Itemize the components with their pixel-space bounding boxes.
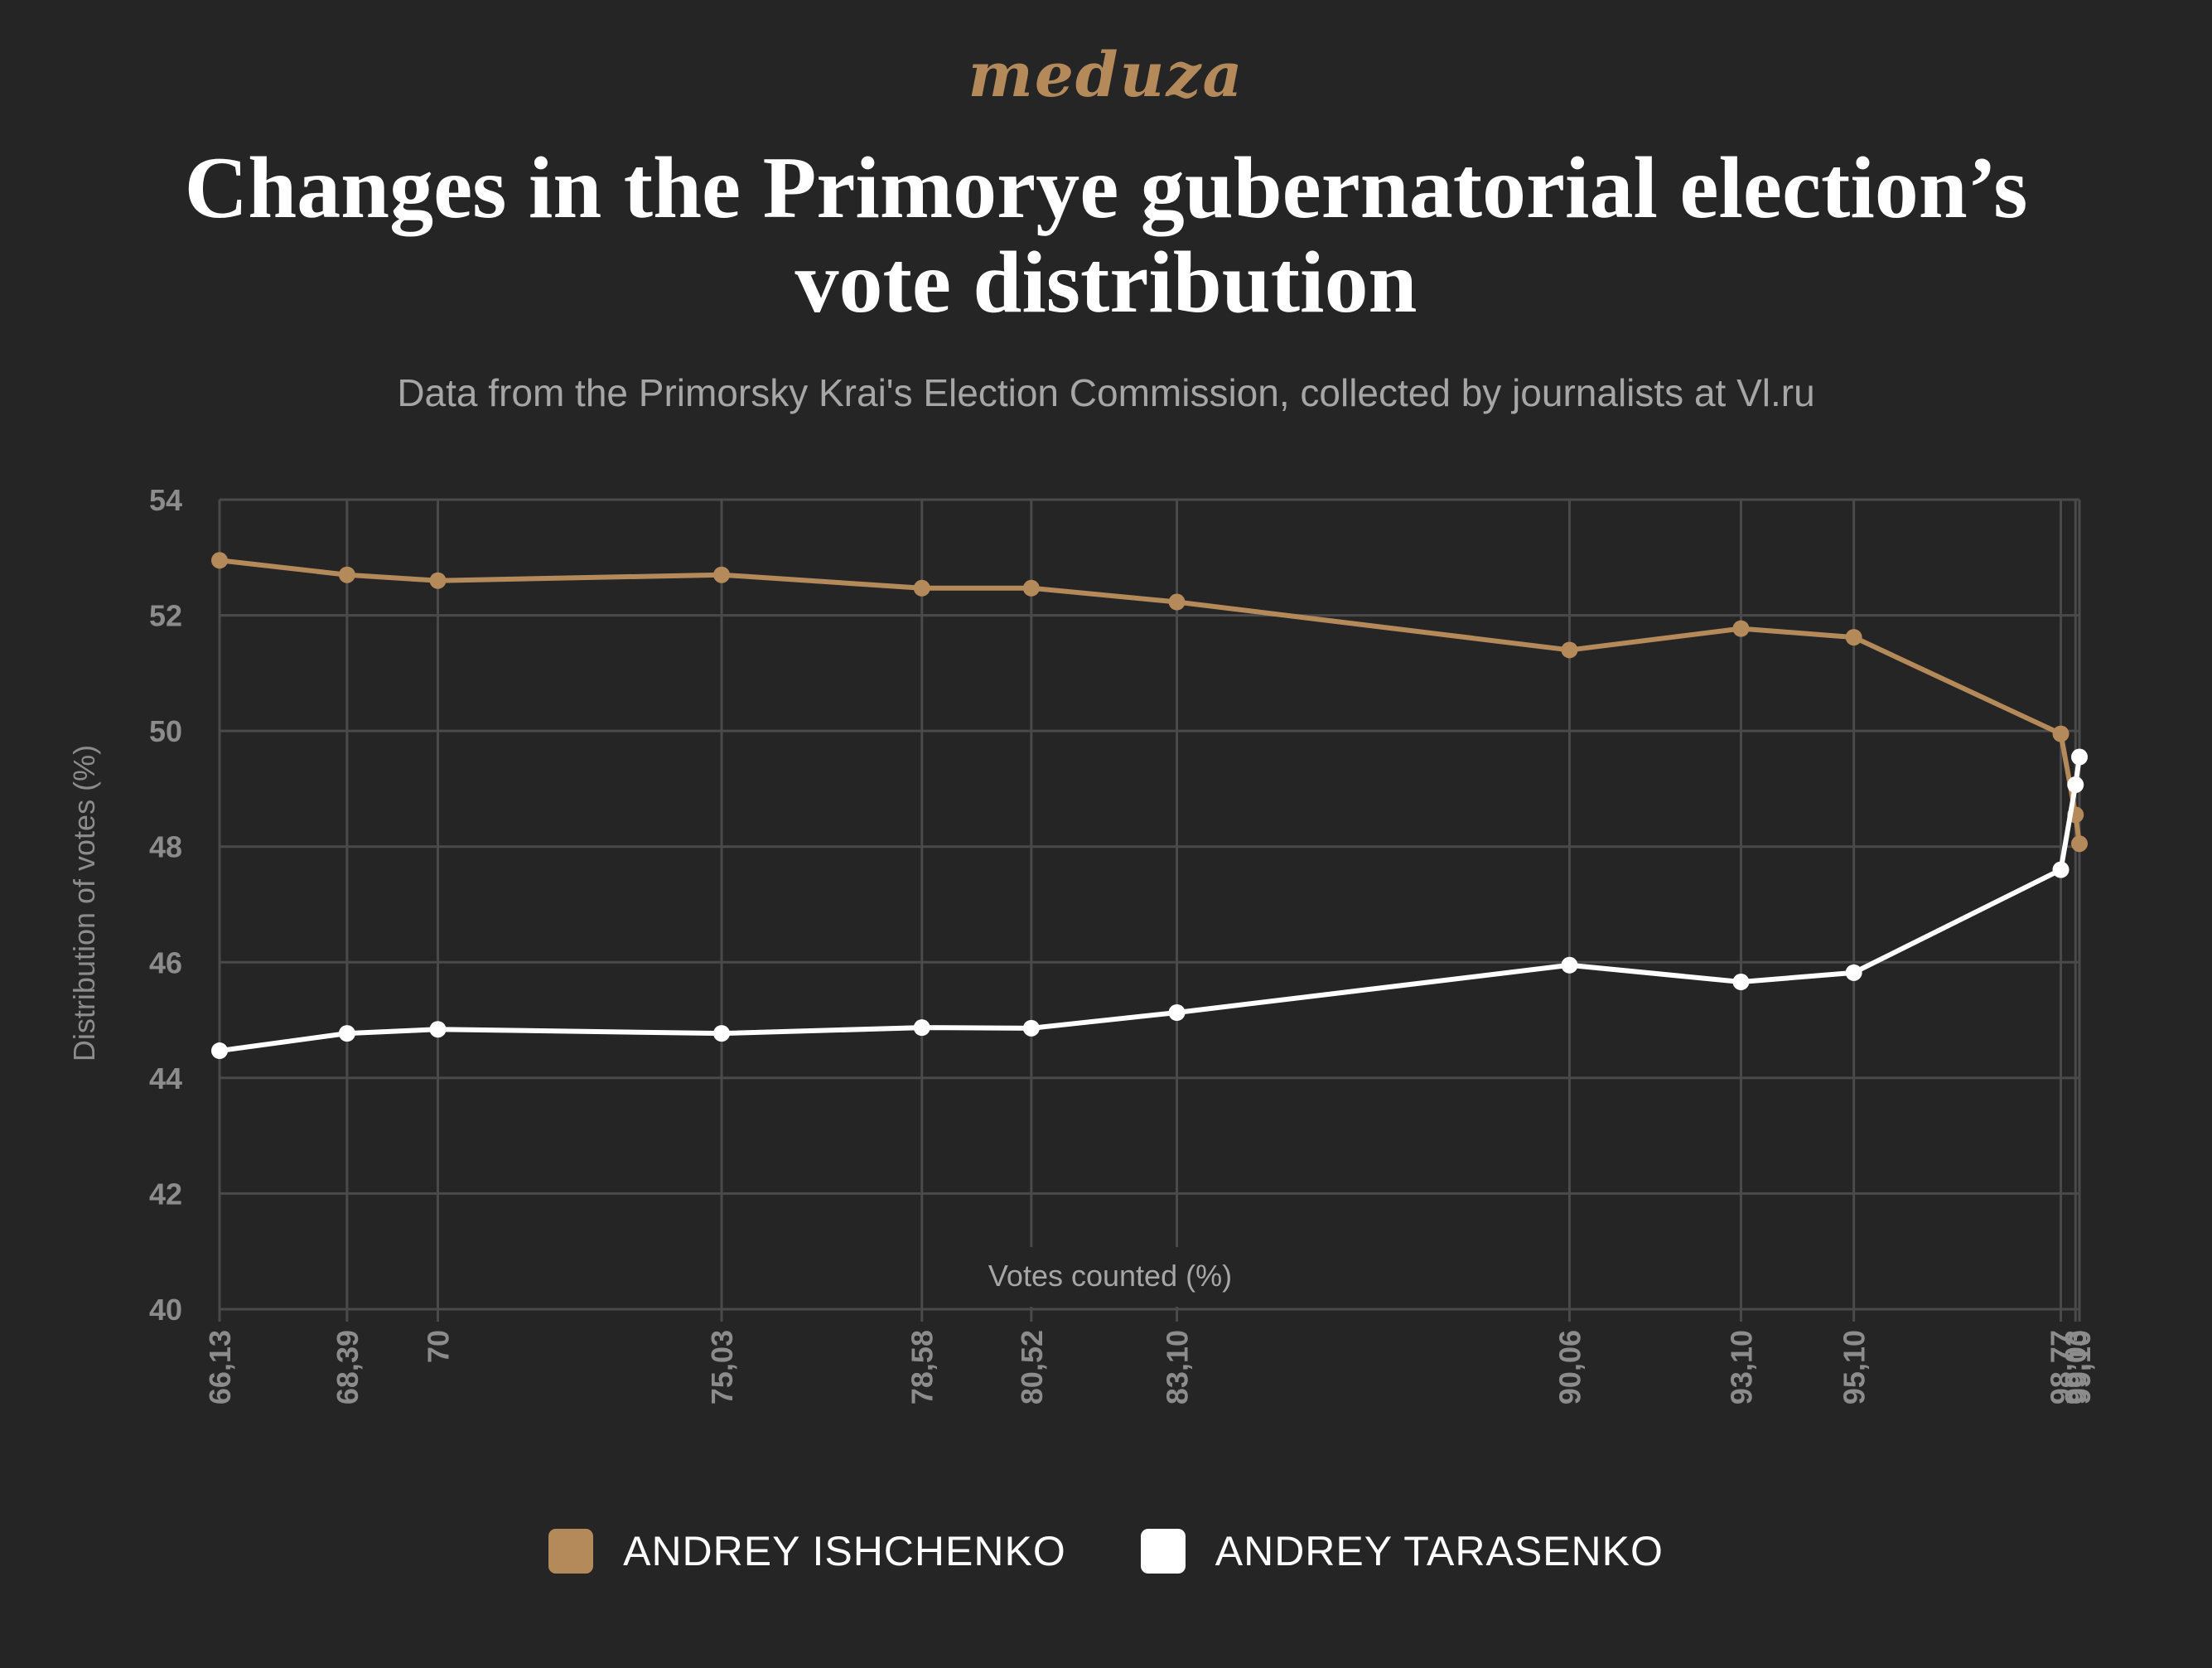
data-point bbox=[713, 566, 731, 583]
series bbox=[211, 552, 2088, 1060]
data-point bbox=[713, 1025, 731, 1042]
data-point bbox=[1561, 956, 1578, 974]
legend-swatch-tarasenko bbox=[1140, 1529, 1186, 1574]
data-point bbox=[211, 1042, 228, 1060]
legend-label-ishchenko: ANDREY ISHCHENKO bbox=[623, 1528, 1066, 1574]
x-tick-label: 68,39 bbox=[331, 1330, 365, 1405]
meduza-logo: meduza bbox=[968, 40, 1244, 111]
x-tick-label: 66,13 bbox=[203, 1330, 237, 1405]
y-tick-label: 42 bbox=[149, 1177, 182, 1211]
data-point bbox=[1168, 593, 1186, 611]
legend-item-ishchenko: ANDREY ISHCHENKO bbox=[548, 1527, 1066, 1575]
data-point bbox=[1561, 641, 1578, 659]
series-line bbox=[217, 558, 2082, 847]
y-axis-ticks: 40 42 44 46 48 50 52 54 bbox=[149, 483, 182, 1327]
x-tick-label: 80,52 bbox=[1015, 1330, 1049, 1405]
series-0 bbox=[211, 552, 2088, 853]
data-point bbox=[913, 579, 930, 597]
data-point bbox=[2052, 725, 2070, 742]
x-tick-label: 90,06 bbox=[1553, 1330, 1587, 1405]
data-point bbox=[2071, 748, 2088, 766]
x-tick-label: 75,03 bbox=[705, 1330, 739, 1405]
x-axis-label: Votes counted (%) bbox=[988, 1259, 1232, 1293]
grid bbox=[218, 498, 2081, 1322]
legend-label-tarasenko: ANDREY TARASENKO bbox=[1215, 1528, 1664, 1574]
data-point bbox=[1022, 579, 1040, 597]
x-tick-label: 70 bbox=[422, 1330, 456, 1363]
x-tick-label: 99,03 bbox=[2059, 1330, 2093, 1405]
y-tick-label: 40 bbox=[149, 1293, 182, 1327]
series-1 bbox=[211, 748, 2088, 1060]
y-tick-label: 48 bbox=[149, 830, 182, 864]
data-point bbox=[2052, 861, 2070, 878]
data-point bbox=[1168, 1003, 1186, 1021]
y-tick-label: 44 bbox=[149, 1061, 182, 1095]
data-point bbox=[2071, 835, 2088, 853]
x-axis-ticks: 66,13 68,39 70 75,03 78,58 80,52 83,10 90,06 93,… bbox=[203, 1330, 2097, 1405]
y-axis-label: Distribution of votes (%) bbox=[67, 745, 101, 1061]
data-point bbox=[1732, 620, 1750, 637]
x-tick-label: 83,10 bbox=[1161, 1330, 1195, 1405]
y-tick-label: 52 bbox=[149, 599, 182, 633]
chart-title: Changes in the Primorye gubernatorial el… bbox=[184, 139, 2028, 331]
data-point bbox=[1022, 1019, 1040, 1037]
data-point bbox=[338, 566, 355, 583]
x-tick-label: 78,58 bbox=[906, 1330, 939, 1405]
y-tick-label: 54 bbox=[149, 483, 182, 517]
data-point bbox=[211, 552, 228, 569]
data-point bbox=[1845, 629, 1862, 646]
legend: ANDREY ISHCHENKO ANDREY TARASENKO bbox=[0, 1527, 2212, 1575]
data-point bbox=[913, 1019, 930, 1037]
x-tick-label: 93,10 bbox=[1724, 1330, 1758, 1405]
x-tick-label: 99,10 bbox=[2063, 1330, 2097, 1405]
data-point bbox=[1732, 974, 1750, 991]
data-point bbox=[1845, 964, 1862, 981]
data-point bbox=[429, 572, 447, 589]
legend-swatch-ishchenko bbox=[548, 1529, 594, 1574]
x-tick-label: 95,10 bbox=[1838, 1330, 1872, 1405]
y-tick-label: 50 bbox=[149, 714, 182, 748]
data-point bbox=[429, 1021, 447, 1038]
x-axis-label-background bbox=[953, 1247, 1268, 1307]
data-point bbox=[338, 1025, 355, 1042]
data-point bbox=[2067, 776, 2084, 794]
legend-item-tarasenko: ANDREY TARASENKO bbox=[1140, 1527, 1664, 1575]
chart-subtitle: Data from the Primorsky Krai's Election … bbox=[397, 371, 1815, 414]
series-line bbox=[217, 754, 2082, 1054]
y-tick-label: 46 bbox=[149, 945, 182, 979]
x-tick-label: 98,77 bbox=[2045, 1330, 2079, 1405]
